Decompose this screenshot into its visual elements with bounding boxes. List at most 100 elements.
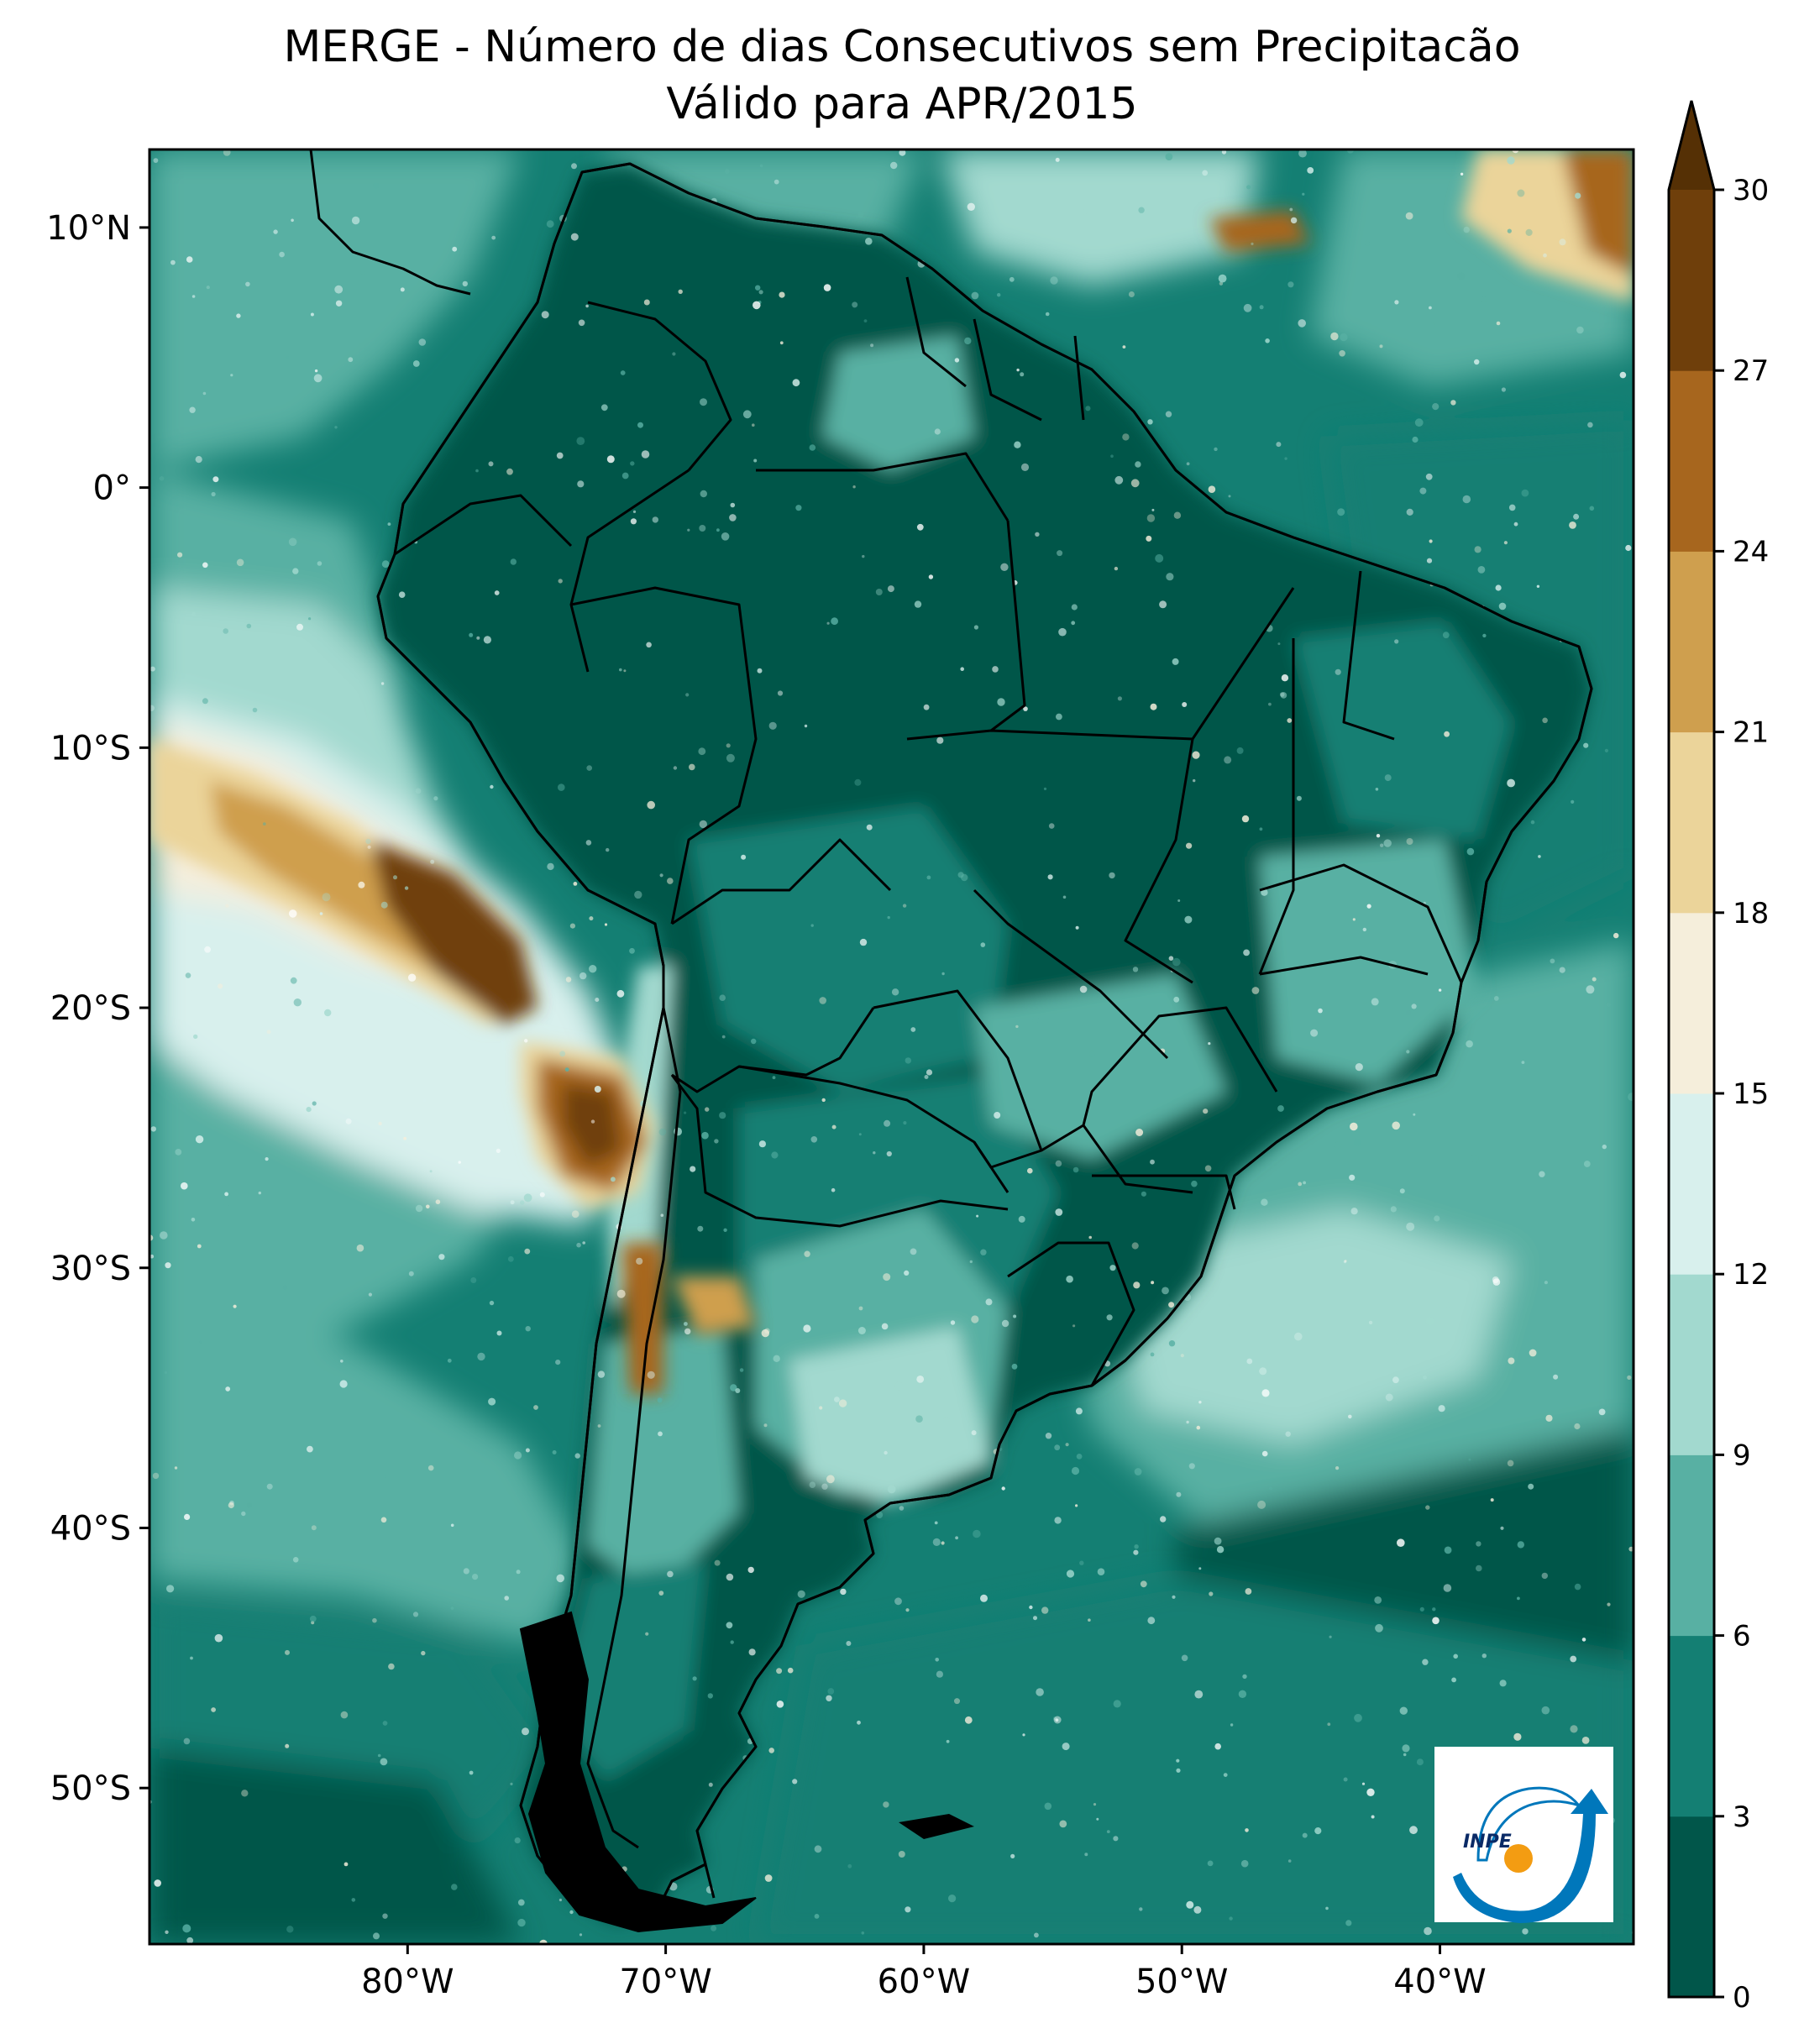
speckle: [1261, 1389, 1270, 1397]
speckle: [1559, 967, 1565, 973]
speckle: [1384, 774, 1392, 782]
colorbar-outline: [1667, 100, 1716, 1999]
speckle: [1214, 447, 1218, 452]
speckle: [758, 290, 763, 295]
speckle: [1438, 1405, 1445, 1412]
speckle: [1463, 226, 1470, 233]
speckle: [525, 1448, 530, 1453]
speckle: [469, 632, 474, 637]
speckle: [433, 796, 438, 801]
speckle: [438, 1254, 445, 1260]
speckle: [1218, 274, 1227, 283]
speckle: [1429, 539, 1433, 543]
speckle: [522, 1727, 529, 1736]
speckle: [969, 1260, 973, 1264]
speckle: [1014, 441, 1021, 448]
speckle: [747, 1566, 754, 1574]
speckle: [458, 1161, 461, 1164]
speckle: [1114, 475, 1124, 485]
speckle: [1466, 847, 1475, 856]
speckle: [1269, 1486, 1272, 1491]
speckle: [430, 859, 435, 864]
speckle: [748, 1648, 756, 1656]
speckle: [926, 1069, 933, 1076]
speckle: [186, 256, 193, 263]
speckle: [964, 1716, 973, 1724]
speckle: [1010, 1853, 1015, 1858]
speckle: [290, 977, 297, 984]
speckle: [1245, 1588, 1252, 1595]
colorbar-tick-label: 6: [1733, 1620, 1751, 1654]
speckle: [950, 1320, 956, 1325]
speckle: [483, 636, 492, 644]
speckle: [616, 989, 625, 998]
speckle: [1402, 1744, 1410, 1753]
speckle: [1406, 1050, 1410, 1054]
speckle: [1325, 1906, 1329, 1910]
speckle: [792, 1779, 798, 1785]
speckle: [1604, 748, 1608, 753]
speckle: [1390, 1206, 1397, 1213]
speckle: [1072, 1324, 1076, 1328]
speckle: [1229, 1916, 1233, 1921]
speckle: [690, 1166, 696, 1172]
speckle: [1542, 717, 1548, 724]
speckle: [525, 1326, 531, 1332]
speckle: [195, 1135, 204, 1144]
speckle: [1574, 1583, 1581, 1591]
speckle: [1168, 956, 1174, 961]
speckle: [1327, 1722, 1331, 1727]
speckle: [1354, 1713, 1362, 1722]
speckle: [514, 1837, 521, 1844]
speckle: [517, 1918, 526, 1927]
speckle: [1613, 932, 1619, 939]
speckle: [698, 747, 706, 756]
speckle: [967, 202, 976, 211]
speckle: [1186, 842, 1193, 849]
speckle: [902, 904, 907, 908]
speckle: [552, 1450, 557, 1454]
speckle: [1607, 1602, 1611, 1606]
speckle: [1162, 1287, 1169, 1295]
speckle: [1434, 1215, 1440, 1222]
speckle: [887, 1485, 896, 1494]
speckle: [338, 1005, 343, 1011]
speckle: [279, 251, 285, 258]
speckle: [1517, 1596, 1520, 1601]
speckle: [1261, 1450, 1268, 1457]
speckle: [954, 1698, 960, 1705]
speckle: [293, 998, 302, 1007]
speckle: [579, 972, 587, 980]
speckle: [1541, 1572, 1549, 1580]
speckle: [1056, 713, 1062, 721]
speckle: [1188, 1463, 1195, 1470]
speckle: [351, 1898, 356, 1902]
speckle: [1350, 1122, 1358, 1131]
speckle: [1581, 1737, 1590, 1744]
speckle: [1507, 1460, 1514, 1467]
speckle: [199, 1340, 202, 1344]
speckle: [997, 293, 1001, 297]
speckle: [773, 1355, 780, 1363]
speckle: [1176, 1758, 1180, 1763]
colorbar-extend-arrow: [1669, 101, 1714, 190]
speckle: [684, 1328, 691, 1335]
speckle: [980, 942, 986, 947]
speckle: [1122, 433, 1130, 441]
speckle: [673, 766, 678, 770]
speckle: [1177, 899, 1181, 902]
speckle: [1522, 1928, 1529, 1935]
speckle: [191, 612, 196, 616]
speckle: [184, 1513, 191, 1520]
speckle: [838, 1399, 847, 1407]
speckle: [202, 698, 208, 705]
speckle: [1432, 403, 1440, 411]
speckle: [1268, 702, 1272, 706]
speckle: [1016, 368, 1020, 372]
map-panel: [149, 149, 1634, 1944]
speckle: [1471, 1155, 1479, 1163]
speckle: [1330, 332, 1339, 341]
speckle: [368, 1292, 372, 1297]
speckle: [647, 1371, 655, 1379]
speckle: [1221, 149, 1227, 155]
